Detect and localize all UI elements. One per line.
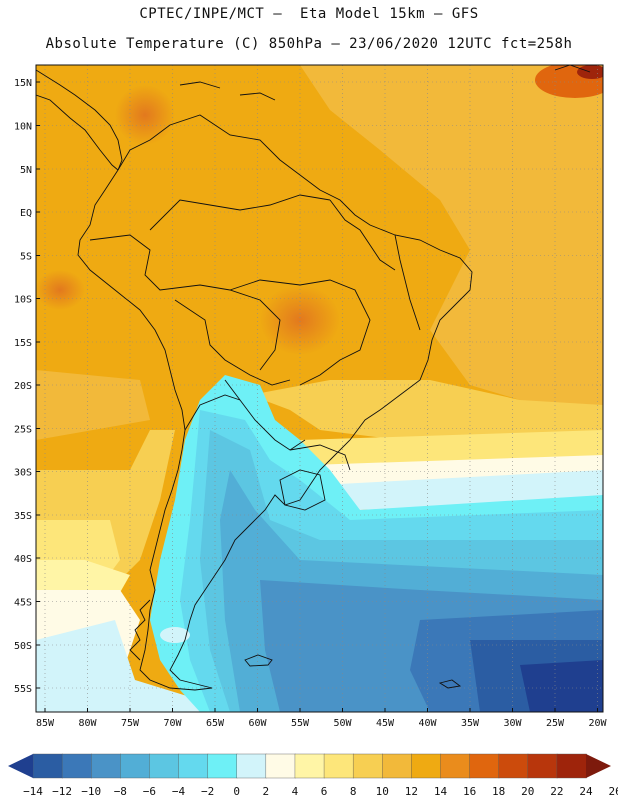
colorbar-cell [527,753,558,779]
colorbar-cell [91,753,122,779]
grid-lines [36,65,603,712]
colorbar-cell [352,753,383,779]
lat-label: 25S [14,425,32,436]
colorbar: −14−12−10−8−6−4−202468101214161820222426… [8,753,618,798]
temperature-field [36,65,603,712]
colorbar-label: −6 [143,785,156,798]
lat-label: 10S [14,295,32,306]
lat-label: 5S [20,252,32,263]
lon-label: 45W [376,718,395,729]
colorbar-cell [61,753,92,779]
colorbar-cell [149,753,180,779]
colorbar-label: 10 [376,785,389,798]
colorbar-label: 6 [321,785,328,798]
colorbar-cell [120,753,151,779]
map-title-line2: Absolute Temperature (C) 850hPa – 23/06/… [45,36,573,52]
colorbar-label: −4 [172,785,186,798]
lon-label: 70W [163,718,182,729]
lat-label: 15S [14,338,32,349]
colorbar-label: −14 [23,785,43,798]
colorbar-label: 20 [521,785,534,798]
colorbar-label: −2 [201,785,214,798]
colorbar-cell [498,753,529,779]
colorbar-label: 18 [492,785,505,798]
lat-label: 5N [20,165,32,176]
lat-label: 30S [14,468,32,479]
lat-label: 40S [14,554,32,565]
lat-label: 50S [14,641,32,652]
colorbar-cell [411,753,442,779]
lon-label: 50W [333,718,352,729]
latitude-labels: 15N 10N 5N EQ 5S 10S 15S 20S 25S 30S 35S… [14,78,32,695]
lon-label: 75W [121,718,140,729]
lon-label: 25W [546,718,565,729]
colorbar-cell [382,753,413,779]
lat-label: 20S [14,381,32,392]
colorbar-cell [294,753,325,779]
colorbar-cells [32,753,587,779]
lon-label: 40W [418,718,437,729]
map-frame [35,64,604,713]
colorbar-cell [469,753,500,779]
lon-label: 55W [291,718,310,729]
lon-label: 20W [588,718,607,729]
lon-label: 35W [461,718,480,729]
lat-label: 10N [14,122,32,133]
lon-label: 30W [503,718,522,729]
colorbar-label: −8 [114,785,127,798]
colorbar-label: 24 [579,785,593,798]
colorbar-cell [265,753,296,779]
lon-label: 85W [36,718,55,729]
colorbar-cell [178,753,209,779]
colorbar-cell [207,753,238,779]
colorbar-label: −12 [52,785,72,798]
colorbar-label: 0 [233,785,240,798]
colorbar-cell [440,753,471,779]
colorbar-cell [323,753,354,779]
lat-label: 45S [14,598,32,609]
colorbar-label: 8 [350,785,357,798]
lon-label: 65W [206,718,225,729]
colorbar-label: 14 [434,785,448,798]
coastlines-and-borders [36,65,591,691]
colorbar-label: 4 [292,785,299,798]
colorbar-label: −10 [81,785,101,798]
colorbar-label: 2 [263,785,270,798]
lat-label: EQ [20,208,32,219]
lon-label: 80W [78,718,97,729]
colorbar-label: 12 [405,785,418,798]
lon-label: 60W [248,718,267,729]
colorbar-label: 22 [550,785,563,798]
colorbar-left-arrow [8,754,33,778]
colorbar-label: 26 [608,785,618,798]
colorbar-cell [32,753,63,779]
colorbar-labels: −14−12−10−8−6−4−202468101214161820222426… [23,785,618,798]
tick-marks [36,81,598,712]
colorbar-right-arrow [586,754,611,778]
lat-label: 35S [14,511,32,522]
colorbar-label: 16 [463,785,476,798]
lat-label: 55S [14,684,32,695]
colorbar-cell [556,753,587,779]
colorbar-cell [236,753,267,779]
lat-label: 15N [14,78,32,89]
map-title-line1: CPTEC/INPE/MCT – Eta Model 15km – GFS [139,6,479,22]
longitude-labels: 85W 80W 75W 70W 65W 60W 55W 50W 45W 40W … [36,718,608,729]
